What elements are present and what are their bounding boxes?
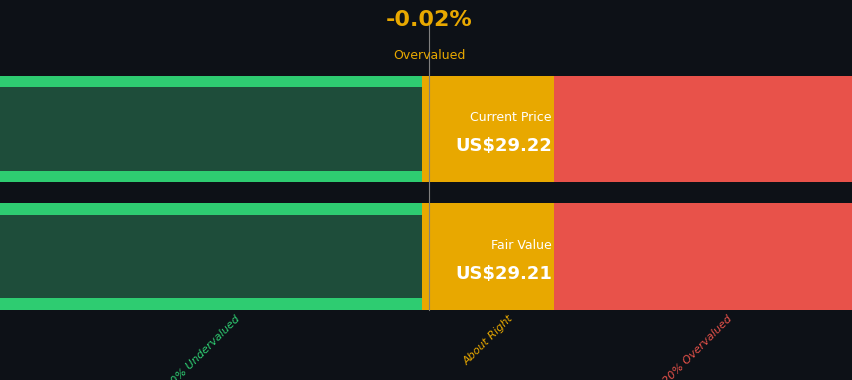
Bar bbox=[422, 215, 554, 298]
Bar bbox=[422, 203, 554, 215]
Bar bbox=[0, 298, 422, 310]
Bar bbox=[0, 87, 422, 171]
Bar bbox=[422, 87, 554, 171]
Text: US$29.22: US$29.22 bbox=[454, 137, 551, 155]
Bar bbox=[0, 171, 422, 182]
Bar bbox=[422, 171, 554, 182]
Text: US$29.21: US$29.21 bbox=[454, 264, 551, 283]
Bar bbox=[0, 215, 422, 298]
Text: Current Price: Current Price bbox=[469, 111, 551, 124]
Bar bbox=[554, 203, 852, 215]
Bar bbox=[0, 203, 422, 215]
Text: 20% Overvalued: 20% Overvalued bbox=[660, 314, 734, 380]
Text: Overvalued: Overvalued bbox=[393, 49, 464, 62]
Bar bbox=[422, 76, 554, 87]
Bar bbox=[554, 215, 852, 298]
Bar bbox=[554, 171, 852, 182]
Bar bbox=[554, 76, 852, 87]
Bar bbox=[554, 298, 852, 310]
Text: -0.02%: -0.02% bbox=[385, 10, 472, 30]
Bar bbox=[554, 87, 852, 171]
Text: Fair Value: Fair Value bbox=[491, 239, 551, 252]
Text: 20% Undervalued: 20% Undervalued bbox=[164, 314, 241, 380]
Bar bbox=[0, 76, 422, 87]
Bar bbox=[422, 298, 554, 310]
Text: About Right: About Right bbox=[461, 314, 515, 367]
